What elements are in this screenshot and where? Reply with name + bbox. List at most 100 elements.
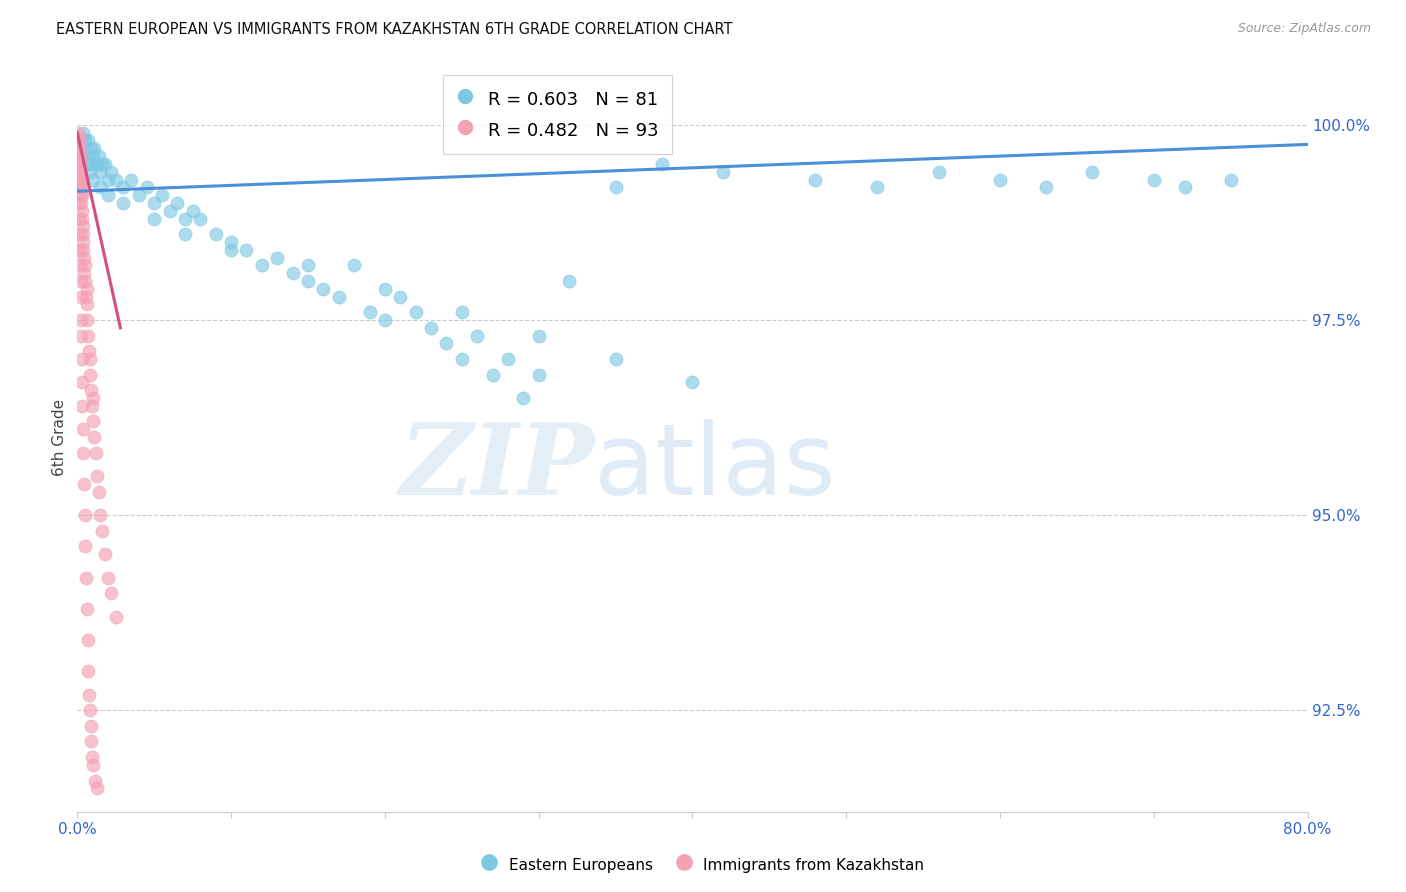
Point [80, 719, 103, 733]
Point [420, 320, 443, 334]
Point [72, 126, 94, 140]
Point [82, 391, 104, 405]
Point [1219, 172, 1241, 186]
Point [70, 290, 93, 304]
Point [72, 446, 94, 460]
Point [281, 266, 304, 280]
Point [73, 251, 96, 265]
Point [87, 484, 110, 499]
Point [67, 164, 90, 178]
Point [159, 203, 181, 218]
Text: atlas: atlas [595, 418, 835, 516]
Point [67, 133, 90, 147]
Point [79, 703, 101, 717]
Point [67, 172, 90, 186]
Point [174, 211, 197, 226]
Point [100, 586, 122, 600]
Point [69, 157, 91, 171]
Point [69, 274, 91, 288]
Point [104, 609, 127, 624]
Point [76, 282, 98, 296]
Point [70, 133, 93, 147]
Point [82, 414, 104, 428]
Point [69, 211, 91, 226]
Point [135, 180, 157, 194]
Point [112, 180, 135, 194]
Point [374, 282, 396, 296]
Point [86, 781, 108, 796]
Point [76, 149, 98, 163]
Text: ZIP: ZIP [399, 419, 595, 516]
Point [72, 243, 94, 257]
Point [804, 172, 827, 186]
Point [79, 368, 101, 382]
Point [73, 258, 96, 272]
Point [450, 351, 472, 366]
Point [97, 188, 120, 202]
Point [605, 351, 627, 366]
Point [80, 734, 103, 748]
Point [104, 172, 127, 186]
Point [73, 133, 96, 147]
Point [69, 180, 91, 194]
Point [83, 430, 105, 444]
Point [297, 258, 319, 272]
Point [69, 164, 91, 178]
Point [405, 305, 427, 319]
Point [79, 157, 101, 171]
Y-axis label: 6th Grade: 6th Grade [52, 399, 67, 475]
Point [67, 149, 90, 163]
Point [128, 188, 150, 202]
Point [190, 211, 212, 226]
Text: EASTERN EUROPEAN VS IMMIGRANTS FROM KAZAKHSTAN 6TH GRADE CORRELATION CHART: EASTERN EUROPEAN VS IMMIGRANTS FROM KAZA… [56, 22, 733, 37]
Point [67, 149, 90, 163]
Point [72, 149, 94, 163]
Point [69, 258, 91, 272]
Point [70, 328, 93, 343]
Text: Source: ZipAtlas.com: Source: ZipAtlas.com [1237, 22, 1371, 36]
Point [67, 141, 90, 155]
Point [204, 227, 226, 242]
Point [79, 351, 101, 366]
Point [75, 540, 97, 554]
Point [866, 180, 889, 194]
Point [67, 157, 90, 171]
Point [219, 243, 242, 257]
Point [711, 164, 734, 178]
Legend: Eastern Europeans, Immigrants from Kazakhstan: Eastern Europeans, Immigrants from Kazak… [475, 849, 931, 880]
Point [297, 274, 319, 288]
Point [76, 157, 98, 171]
Point [67, 164, 90, 178]
Point [72, 422, 94, 436]
Point [67, 149, 90, 163]
Point [112, 195, 135, 210]
Point [150, 188, 173, 202]
Point [72, 399, 94, 413]
Point [72, 235, 94, 249]
Point [120, 172, 142, 186]
Point [90, 157, 114, 171]
Point [682, 376, 704, 390]
Point [76, 297, 98, 311]
Point [67, 172, 90, 186]
Point [89, 164, 111, 178]
Point [73, 274, 96, 288]
Point [374, 313, 396, 327]
Point [1143, 172, 1166, 186]
Point [67, 157, 90, 171]
Point [558, 274, 581, 288]
Point [481, 368, 503, 382]
Point [82, 149, 104, 163]
Point [80, 399, 103, 413]
Point [67, 126, 90, 140]
Point [219, 235, 242, 249]
Point [76, 601, 98, 615]
Point [76, 313, 98, 327]
Point [84, 446, 107, 460]
Point [100, 164, 122, 178]
Point [73, 266, 96, 280]
Point [67, 141, 90, 155]
Point [77, 665, 100, 679]
Point [312, 282, 335, 296]
Point [988, 172, 1011, 186]
